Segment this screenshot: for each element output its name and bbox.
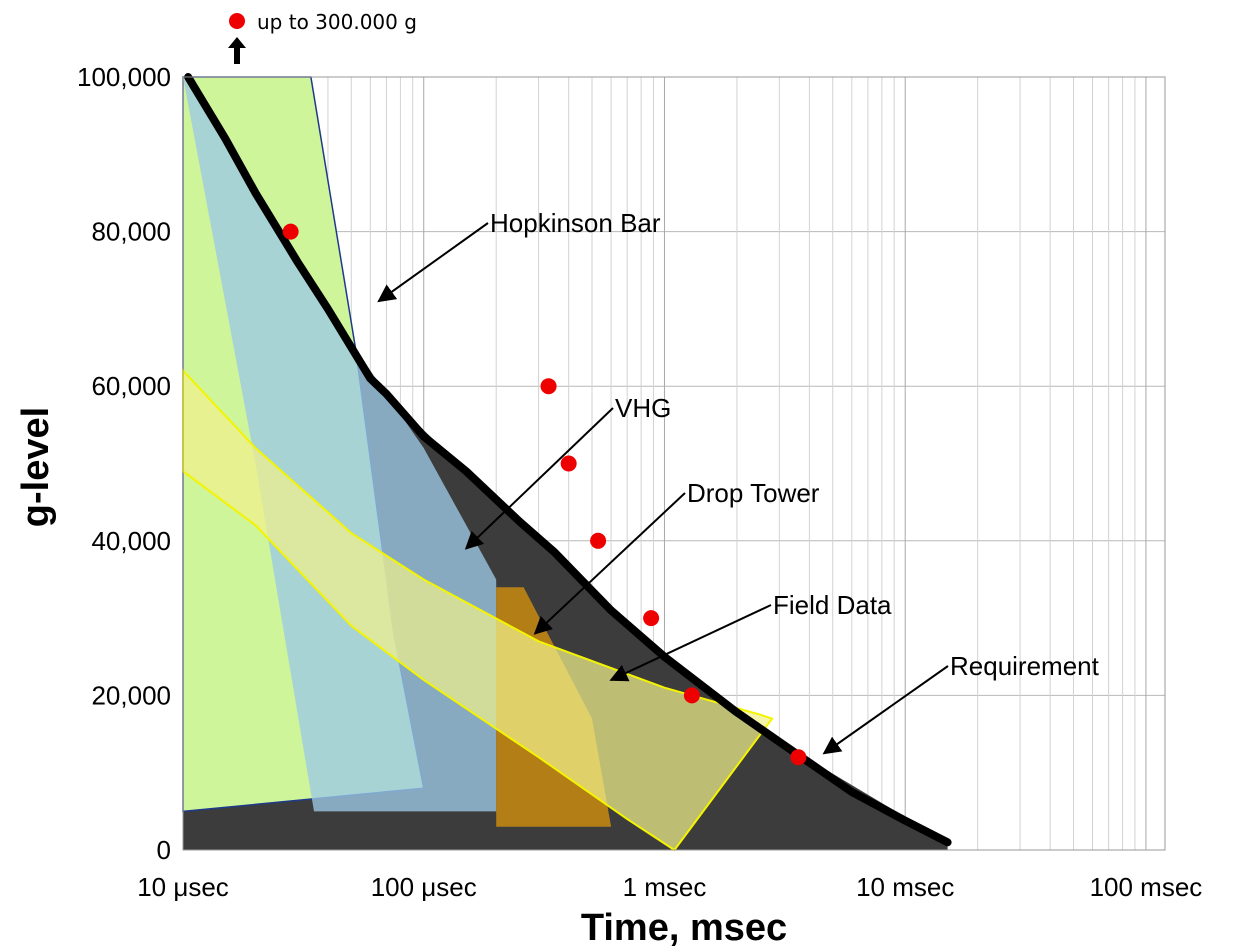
annotation-label: Requirement	[950, 651, 1100, 681]
requirement-curve-layer	[184, 73, 952, 847]
annotation-arrow	[464, 407, 614, 550]
x-tick-label: 100 μsec	[371, 872, 477, 902]
tick-labels: 0 20,000 40,000 60,000 80,000 100,000 10 μsec 1…	[77, 62, 1202, 902]
requirement-curve	[184, 73, 952, 847]
data-points	[282, 223, 807, 766]
off-chart-note-text: up to 300.000 g	[257, 10, 417, 34]
annotation-label: Field Data	[773, 590, 892, 620]
x-axis-title: Time, msec	[581, 907, 787, 949]
annotation-arrow	[822, 665, 949, 755]
annotation-arrow	[609, 604, 772, 682]
y-tick-label: 0	[157, 835, 171, 865]
data-point	[560, 455, 577, 472]
data-point	[590, 532, 607, 549]
plot-frame	[182, 76, 1166, 851]
data-point	[643, 610, 660, 627]
x-tick-label: 1 msec	[623, 872, 707, 902]
data-point	[282, 223, 299, 240]
data-point	[683, 687, 700, 704]
annotation-arrow	[377, 222, 489, 303]
annotation-label: Hopkinson Bar	[490, 208, 661, 238]
off-chart-note: up to 300.000 g	[228, 10, 417, 64]
y-tick-label: 100,000	[77, 62, 171, 92]
x-tick-label: 100 msec	[1090, 872, 1203, 902]
regions	[182, 76, 948, 852]
data-point	[540, 378, 557, 395]
x-tick-label: 10 μsec	[137, 872, 229, 902]
y-tick-label: 80,000	[91, 217, 171, 247]
x-tick-label: 10 msec	[856, 872, 954, 902]
annotation-label: VHG	[615, 393, 671, 423]
arrow-up-icon	[228, 37, 246, 64]
field-data-region	[182, 368, 774, 852]
off-chart-point	[229, 13, 245, 29]
y-tick-label: 40,000	[91, 526, 171, 556]
annotation-arrow	[533, 492, 686, 635]
y-tick-label: 60,000	[91, 371, 171, 401]
data-point	[790, 749, 807, 766]
annotations: Hopkinson Bar VHG Drop Tower Field Data Requ…	[377, 208, 1100, 755]
annotation-label: Drop Tower	[687, 478, 820, 508]
y-axis-title: g-level	[15, 407, 57, 527]
y-tick-label: 20,000	[91, 680, 171, 710]
